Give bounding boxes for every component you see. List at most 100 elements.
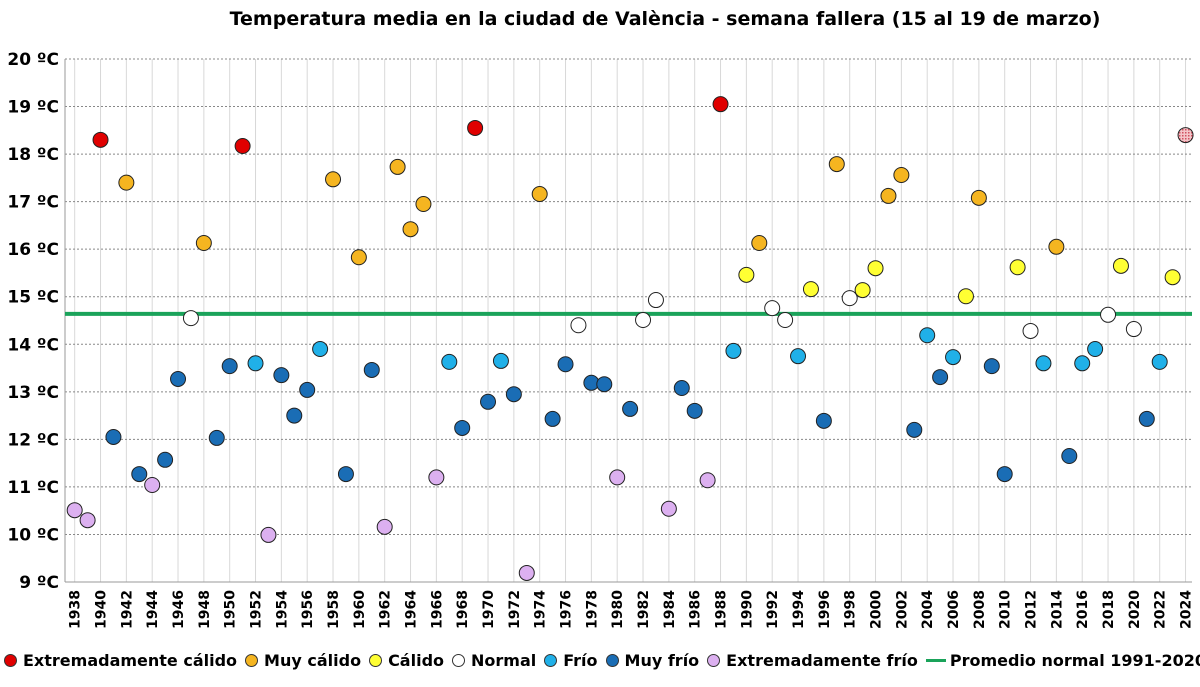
data-point	[622, 400, 639, 417]
data-point	[751, 235, 768, 252]
x-tick-label: 2000	[869, 590, 885, 629]
y-tick-label: 15 ºC	[7, 288, 59, 308]
data-point	[945, 349, 962, 366]
x-tick-label: 1958	[326, 590, 342, 629]
y-tick-label: 18 ºC	[7, 145, 59, 165]
legend-marker	[245, 654, 259, 667]
data-point	[195, 235, 212, 252]
x-tick-label: 2008	[972, 590, 988, 629]
data-point	[699, 472, 716, 489]
data-point	[815, 412, 832, 429]
data-point	[79, 512, 96, 529]
x-tick-label: 1972	[507, 590, 523, 629]
data-point	[92, 131, 109, 148]
data-point	[363, 361, 380, 378]
data-point	[1138, 410, 1155, 427]
y-tick-label: 13 ºC	[7, 383, 59, 403]
data-point	[157, 451, 174, 468]
x-tick-label: 1962	[378, 590, 394, 629]
data-point	[544, 410, 561, 427]
data-point	[609, 469, 626, 486]
y-tick-label: 14 ºC	[7, 335, 59, 355]
legend-label: Extremadamente frío	[726, 651, 918, 670]
data-point	[1164, 269, 1181, 286]
x-tick-label: 2024	[1179, 590, 1195, 629]
y-tick-label: 10 ºC	[7, 525, 59, 545]
legend-label: Promedio normal 1991-2020	[949, 651, 1200, 670]
x-tick-label: 1950	[223, 590, 239, 629]
data-point	[596, 376, 613, 393]
x-tick-label: 1982	[636, 590, 652, 629]
x-tick-label: 1960	[352, 590, 368, 629]
y-tick-label: 20 ºC	[7, 50, 59, 70]
x-tick-label: 1992	[765, 590, 781, 629]
data-point	[841, 290, 858, 307]
data-point	[647, 292, 664, 309]
x-tick-label: 1976	[559, 590, 575, 629]
y-tick-label: 16 ºC	[7, 240, 59, 260]
data-point	[182, 310, 199, 327]
data-point	[312, 341, 329, 358]
data-point	[505, 386, 522, 403]
data-point	[518, 564, 535, 581]
data-point	[273, 367, 290, 384]
legend-item: Extremadamente cálido	[4, 651, 237, 670]
legend-item: Frío	[544, 651, 598, 670]
y-tick-label: 12 ºC	[7, 430, 59, 450]
data-point	[635, 312, 652, 329]
legend-marker	[707, 654, 721, 667]
data-point	[105, 428, 122, 445]
x-tick-label: 2018	[1101, 590, 1117, 629]
x-tick-label: 1954	[274, 590, 290, 629]
x-tick-label: 1974	[533, 590, 549, 629]
x-tick-label: 1986	[688, 590, 704, 629]
legend-label: Frío	[563, 651, 598, 670]
data-point	[828, 156, 845, 173]
y-tick-label: 17 ºC	[7, 193, 59, 213]
x-tick-label: 2014	[1049, 590, 1065, 629]
data-point	[957, 288, 974, 305]
legend-label: Cálido	[388, 651, 445, 670]
x-tick-label: 1970	[481, 590, 497, 629]
data-point	[1100, 306, 1117, 323]
data-point	[467, 119, 484, 136]
data-point	[428, 469, 445, 486]
data-point	[570, 317, 587, 334]
data-point	[970, 189, 987, 206]
data-point	[1061, 448, 1078, 465]
data-point	[492, 352, 509, 369]
data-point	[557, 356, 574, 373]
data-point	[118, 174, 135, 191]
data-point	[247, 355, 264, 372]
x-tick-label: 1984	[662, 590, 678, 629]
x-tick-label: 1996	[817, 590, 833, 629]
x-tick-label: 1940	[94, 590, 110, 629]
x-tick-label: 2002	[894, 590, 910, 629]
data-point	[686, 402, 703, 419]
x-tick-label: 1968	[455, 590, 471, 629]
data-point	[234, 138, 251, 155]
x-tick-label: 1978	[584, 590, 600, 629]
data-point	[673, 380, 690, 397]
data-point	[389, 158, 406, 175]
x-tick-label: 1988	[714, 590, 730, 629]
data-point	[893, 167, 910, 184]
data-point	[299, 381, 316, 398]
data-point	[712, 96, 729, 113]
x-tick-label: 1994	[791, 590, 807, 629]
data-point	[660, 500, 677, 517]
data-point	[764, 300, 781, 317]
data-point	[1009, 259, 1026, 276]
legend-label: Muy cálido	[264, 651, 362, 670]
y-tick-label: 9 ºC	[19, 573, 59, 593]
data-point	[983, 358, 1000, 375]
x-tick-label: 2004	[920, 590, 936, 629]
x-tick-label: 2016	[1075, 590, 1091, 629]
x-tick-label: 2012	[1024, 590, 1040, 629]
x-tick-label: 1952	[249, 590, 265, 629]
x-tick-label: 1946	[171, 590, 187, 629]
x-tick-label: 1956	[300, 590, 316, 629]
data-point	[325, 171, 342, 188]
